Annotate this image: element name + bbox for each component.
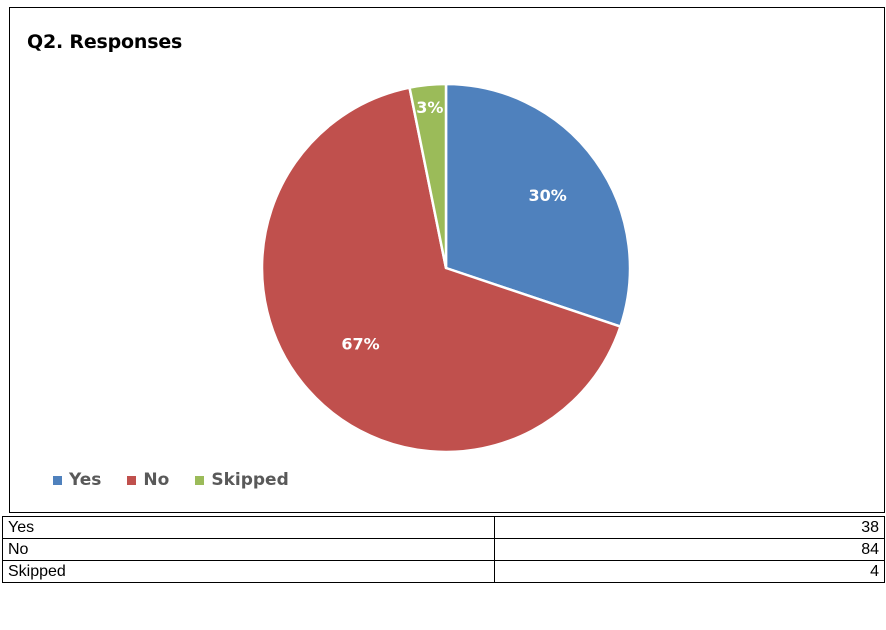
legend-swatch-skipped [195, 475, 205, 485]
table-row: Skipped 4 [2, 560, 885, 583]
legend-swatch-no [127, 475, 137, 485]
table-row: Yes 38 [2, 516, 885, 539]
table-row: No 84 [2, 538, 885, 561]
legend-item-skipped: Skipped [195, 470, 289, 490]
data-label-no: 67% [341, 334, 379, 353]
pie-slice-no [260, 86, 622, 454]
table-cell-value: 38 [494, 516, 885, 539]
table-cell-value: 84 [494, 538, 885, 561]
table-cell-label: Yes [2, 516, 495, 539]
legend-label-no: No [143, 470, 170, 490]
pie-slice-skipped [408, 82, 448, 270]
pie-slice-yes [444, 82, 632, 328]
data-label-skipped: 3% [416, 98, 443, 117]
legend-swatch-yes [53, 475, 62, 485]
legend-label-yes: Yes [69, 470, 102, 490]
legend: Yes No Skipped [53, 470, 315, 490]
chart-title: Q2. Responses [27, 31, 183, 53]
table-cell-value: 4 [494, 560, 885, 583]
legend-label-skipped: Skipped [211, 470, 289, 490]
legend-item-no: No [127, 470, 169, 490]
data-label-yes: 30% [528, 186, 566, 205]
table-cell-label: No [2, 538, 495, 561]
legend-item-yes: Yes [53, 470, 101, 490]
data-table: Yes 38 No 84 Skipped 4 [2, 516, 885, 583]
table-cell-label: Skipped [2, 560, 495, 583]
